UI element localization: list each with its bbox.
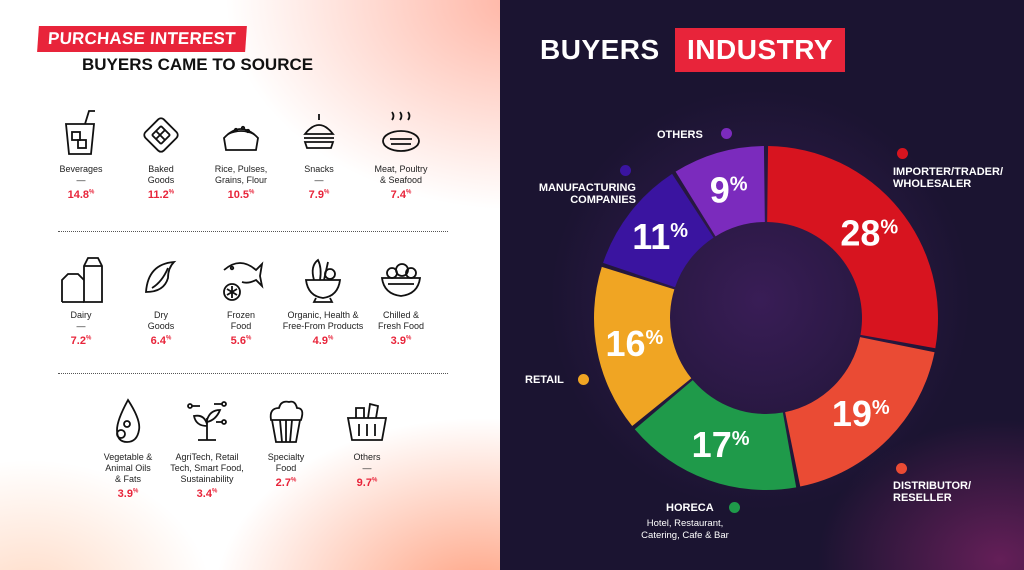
cupcake-icon (269, 400, 304, 443)
donut-slice-horeca (634, 380, 797, 490)
donut-slice-distributor-reseller (785, 337, 935, 487)
milk-carton-icon (61, 257, 103, 303)
donut-slice-manufacturing-companies (603, 173, 714, 288)
category-name: Rice, Pulses, Grains, Flour (214, 164, 268, 185)
label-others: OTHERS (657, 129, 703, 141)
donut-chart: 28%19%17%16%11%9% (594, 146, 938, 490)
category-dry-goods: Dry Goods 6.4% (116, 252, 206, 347)
category-name: AgriTech, Retail Tech, Smart Food, Susta… (170, 452, 244, 484)
legend-dot-others (721, 128, 732, 139)
category-percent: 7.4% (390, 189, 412, 201)
category-name: Snacks — (304, 164, 334, 185)
row-divider (58, 231, 448, 232)
category-percent: 4.9% (312, 335, 334, 347)
category-name: Chilled & Fresh Food (377, 310, 425, 331)
category-percent: 2.7% (275, 477, 297, 489)
category-name: Organic, Health & Free-From Products (282, 310, 364, 331)
category-name: Meat, Poultry & Seafood (374, 164, 428, 185)
buyers-industry-panel: BUYERS INDUSTRY 28% 19% 17% 16% 11% 9% IMPORT… (500, 0, 1024, 570)
sprout-circuit-icon (187, 401, 227, 441)
purchase-interest-badge: PURCHASE INTEREST (37, 26, 247, 52)
label-horeca: HORECA (666, 502, 714, 514)
category-agritech: AgriTech, Retail Tech, Smart Food, Susta… (162, 396, 252, 500)
label-manufacturing: MANUFACTURING COMPANIES (538, 182, 636, 206)
chart-title-part-b: INDUSTRY (675, 28, 846, 72)
burger-icon (303, 114, 335, 149)
legend-dot-importer (897, 148, 908, 159)
category-snacks: Snacks — 7.9% (274, 108, 364, 201)
category-name: Others — (353, 452, 381, 473)
steak-icon (382, 111, 420, 152)
category-percent: 10.5% (227, 189, 255, 201)
category-percent: 3.9% (390, 335, 412, 347)
category-name: Dry Goods (147, 310, 175, 331)
legend-dot-distributor (896, 463, 907, 474)
category-percent: 7.2% (70, 335, 92, 347)
category-beverages: Beverages — 14.8% (36, 108, 126, 201)
category-name: Beverages — (59, 164, 103, 185)
oil-drop-icon (116, 398, 141, 443)
category-percent: 11.2% (147, 189, 175, 201)
category-organic-health: Organic, Health & Free-From Products 4.9… (278, 252, 368, 347)
legend-dot-horeca (729, 502, 740, 513)
category-rice-grains: Rice, Pulses, Grains, Flour 10.5% (196, 108, 286, 201)
category-name: Frozen Food (226, 310, 255, 331)
category-name: Vegetable & Animal Oils & Fats (103, 452, 153, 484)
category-percent: 6.4% (150, 335, 172, 347)
beverage-glass-icon (65, 110, 95, 155)
veggie-bowl-icon (304, 258, 342, 303)
category-meat-poultry-seafood: Meat, Poultry & Seafood 7.4% (356, 108, 446, 201)
category-percent: 14.8% (67, 189, 95, 201)
purchase-interest-subtitle: BUYERS CAME TO SOURCE (82, 55, 314, 74)
row-divider (58, 373, 448, 374)
label-importer: IMPORTER/TRADER/ WHOLESALER (893, 166, 1003, 190)
frozen-fish-icon (223, 261, 264, 301)
purchase-interest-panel: PURCHASE INTEREST BUYERS CAME TO SOURCE … (0, 0, 500, 570)
slice-value-label: 11% (632, 216, 688, 257)
salad-bowl-icon (380, 263, 422, 297)
category-dairy: Dairy — 7.2% (36, 252, 126, 347)
category-percent: 9.7% (356, 477, 378, 489)
dried-fruit-icon (145, 260, 177, 293)
category-specialty-food: Specialty Food 2.7% (241, 396, 331, 489)
category-name: Baked Goods (147, 164, 175, 185)
category-name: Specialty Food (267, 452, 305, 473)
basket-icon (346, 402, 388, 441)
donut-slice-retail (594, 266, 692, 427)
waffle-icon (143, 117, 179, 153)
category-percent: 7.9% (308, 189, 330, 201)
grain-sack-icon (223, 125, 259, 151)
category-percent: 3.4% (196, 488, 218, 500)
label-retail: RETAIL (525, 374, 564, 386)
category-name: Dairy — (70, 310, 92, 331)
category-baked-goods: Baked Goods 11.2% (116, 108, 206, 201)
legend-dot-retail (578, 374, 589, 385)
donut-slice-importer-trader-wholesaler (767, 146, 938, 349)
category-percent: 5.6% (230, 335, 252, 347)
category-chilled-fresh: Chilled & Fresh Food 3.9% (356, 252, 446, 347)
label-distributor: DISTRIBUTOR/ RESELLER (893, 480, 972, 504)
category-frozen-food: Frozen Food 5.6% (196, 252, 286, 347)
category-oils-fats: Vegetable & Animal Oils & Fats 3.9% (83, 396, 173, 500)
category-others: Others — 9.7% (322, 396, 412, 489)
legend-dot-manufacturing (620, 165, 631, 176)
donut-slice-others (675, 146, 765, 237)
category-percent: 3.9% (117, 488, 139, 500)
chart-title-part-a: BUYERS (540, 34, 660, 65)
horeca-description: Hotel, Restaurant, Catering, Cafe & Bar (641, 518, 729, 541)
